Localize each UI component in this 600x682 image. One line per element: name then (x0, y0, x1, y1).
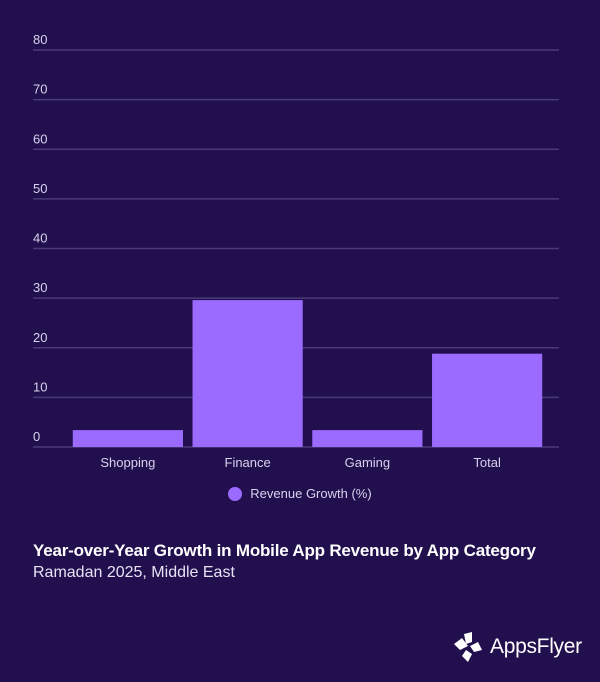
x-tick-label: Finance (225, 455, 271, 470)
x-tick-label: Shopping (100, 455, 155, 470)
legend-swatch-icon (228, 486, 243, 501)
chart-title: Year-over-Year Growth in Mobile App Reve… (33, 541, 536, 560)
x-tick-label: Gaming (345, 455, 391, 470)
logo-text: AppsFlyer (490, 635, 582, 658)
bar-total (432, 353, 543, 447)
y-tick-label: 70 (33, 82, 47, 97)
y-tick-label: 0 (33, 429, 40, 444)
y-tick-label: 40 (33, 231, 47, 246)
bar-shopping (72, 430, 183, 447)
x-tick-label: Total (473, 455, 501, 470)
bar-finance (192, 300, 303, 447)
appsflyer-logo: AppsFlyer (452, 630, 582, 664)
y-tick-label: 80 (33, 32, 47, 47)
y-tick-label: 30 (33, 280, 47, 295)
legend: Revenue Growth (%) (0, 486, 600, 501)
y-tick-label: 60 (33, 131, 47, 146)
bar-gaming (312, 430, 423, 447)
y-tick-label: 10 (33, 379, 47, 394)
chart-subtitle: Ramadan 2025, Middle East (33, 564, 235, 581)
legend-label: Revenue Growth (%) (250, 486, 372, 501)
y-tick-label: 20 (33, 330, 47, 345)
y-tick-label: 50 (33, 181, 47, 196)
appsflyer-logo-icon (454, 632, 482, 662)
bar-chart: 0 10 20 30 40 50 60 70 80 Shopping Finance Gaming To… (33, 32, 559, 470)
